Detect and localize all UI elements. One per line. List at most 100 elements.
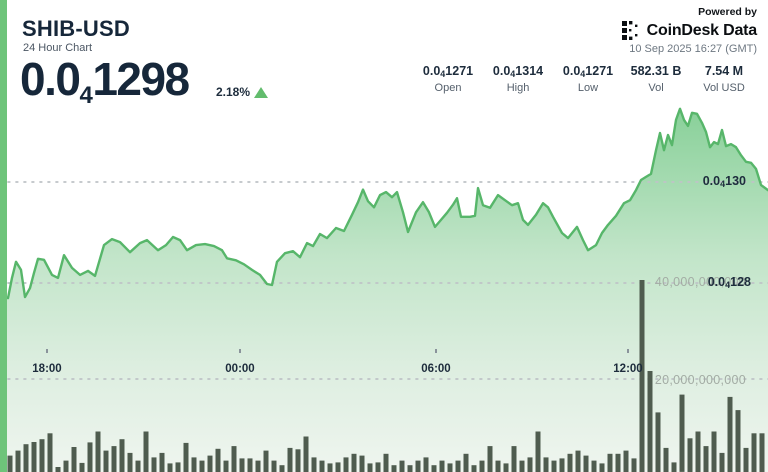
volume-bar: [743, 447, 749, 472]
volume-bar: [231, 446, 237, 472]
volume-bar: [143, 431, 149, 472]
stat-vol-usd-label: Vol USD: [703, 82, 745, 94]
volume-bar: [7, 455, 13, 472]
volume-bar: [71, 447, 77, 472]
chart-subtitle: 24 Hour Chart: [23, 42, 93, 54]
powered-by-block: Powered by CoinDesk Data 10 Sep 2025 16:…: [621, 6, 758, 55]
volume-bar: [719, 452, 725, 472]
price-area-fill: [0, 108, 768, 472]
volume-bar: [191, 457, 197, 472]
stat-low-label: Low: [577, 82, 599, 94]
powered-by-label: Powered by: [698, 6, 757, 18]
volume-bar: [687, 438, 693, 472]
volume-bar: [727, 396, 733, 472]
volume-bar: [135, 460, 141, 472]
volume-bar: [583, 455, 589, 472]
price-digits: 1298: [92, 53, 190, 105]
volume-bar: [351, 453, 357, 472]
stat-open-value: 0.041271: [422, 64, 474, 79]
volume-bar: [487, 446, 493, 472]
stat-high-value: 0.041314: [492, 64, 544, 79]
volume-bar: [367, 463, 373, 472]
time-axis-major-tick: [435, 349, 437, 353]
volume-bar: [127, 452, 133, 472]
volume-bar: [303, 436, 309, 472]
volume-bar: [423, 457, 429, 472]
volume-bar: [311, 457, 317, 472]
volume-bar: [607, 453, 613, 472]
volume-bar: [119, 439, 125, 472]
volume-bar: [23, 444, 29, 472]
volume-bar: [335, 462, 341, 472]
volume-bar: [167, 463, 173, 472]
volume-bar: [279, 465, 285, 472]
volume-bar: [183, 442, 189, 472]
volume-bar: [679, 394, 685, 472]
volume-bar: [471, 465, 477, 472]
volume-axis-label-20b: 20,000,000,000: [654, 373, 746, 387]
price-axis-label-128: 0.04128: [707, 275, 751, 290]
volume-bar: [383, 453, 389, 472]
price-subscript: 4: [79, 82, 93, 109]
price-axis-label-130: 0.04130: [702, 174, 746, 189]
stat-high: 0.041314 High: [493, 64, 543, 94]
x-axis-label-1200: 12:00: [613, 363, 643, 375]
volume-bar: [567, 453, 573, 472]
stat-low: 0.041271 Low: [563, 64, 613, 94]
volume-bar: [263, 450, 269, 472]
current-price: 0.041298: [20, 53, 190, 108]
coindesk-logo-icon: [621, 21, 638, 40]
volume-bar: [63, 460, 69, 472]
price-prefix: 0.0: [20, 53, 81, 105]
volume-bar: [663, 447, 669, 472]
volume-bars: [7, 280, 765, 472]
stat-vol-usd: 7.54 M Vol USD: [703, 64, 745, 94]
volume-bar: [15, 450, 21, 472]
volume-bar: [79, 462, 85, 472]
x-axis-label-0600: 06:00: [421, 363, 451, 375]
stat-high-label: High: [506, 82, 530, 94]
stat-vol-value: 582.31 B: [630, 64, 682, 78]
volume-bar: [199, 460, 205, 472]
volume-bar: [575, 450, 581, 472]
time-axis-major-tick: [239, 349, 241, 353]
volume-bar: [479, 460, 485, 472]
volume-bar: [519, 460, 525, 472]
volume-bar: [511, 446, 517, 472]
volume-bar: [527, 457, 533, 472]
volume-bar: [111, 446, 117, 472]
stat-vol-label: Vol: [648, 82, 664, 94]
volume-bar: [239, 458, 245, 472]
volume-bar: [55, 467, 61, 472]
volume-bar: [559, 458, 565, 472]
price-line: [0, 107, 768, 300]
stat-open-label: Open: [434, 82, 462, 94]
volume-bar: [343, 457, 349, 472]
volume-bar: [671, 462, 677, 472]
chart-timestamp: 10 Sep 2025 16:27 (GMT): [629, 43, 757, 55]
time-axis-major-tick: [46, 349, 48, 353]
volume-bar: [87, 442, 93, 472]
volume-bar: [543, 457, 549, 472]
coindesk-data-brand[interactable]: CoinDesk Data: [646, 21, 758, 39]
volume-bar: [495, 460, 501, 472]
volume-bar: [95, 431, 101, 472]
volume-bar: [639, 280, 645, 472]
volume-bar: [215, 448, 221, 472]
price-change-percent: 2.18%: [216, 85, 251, 99]
volume-bar: [455, 460, 461, 472]
volume-bar: [711, 431, 717, 472]
volume-bar: [439, 460, 445, 472]
volume-bar: [647, 371, 653, 472]
stat-open: 0.041271 Open: [423, 64, 473, 94]
volume-bar: [327, 463, 333, 472]
volume-bar: [655, 412, 661, 472]
time-axis-major-tick: [627, 349, 629, 353]
volume-bar: [247, 458, 253, 472]
volume-bar: [31, 442, 37, 472]
volume-bar: [535, 431, 541, 472]
volume-bar: [599, 463, 605, 472]
volume-bar: [759, 433, 765, 472]
up-arrow-icon: [254, 87, 268, 98]
